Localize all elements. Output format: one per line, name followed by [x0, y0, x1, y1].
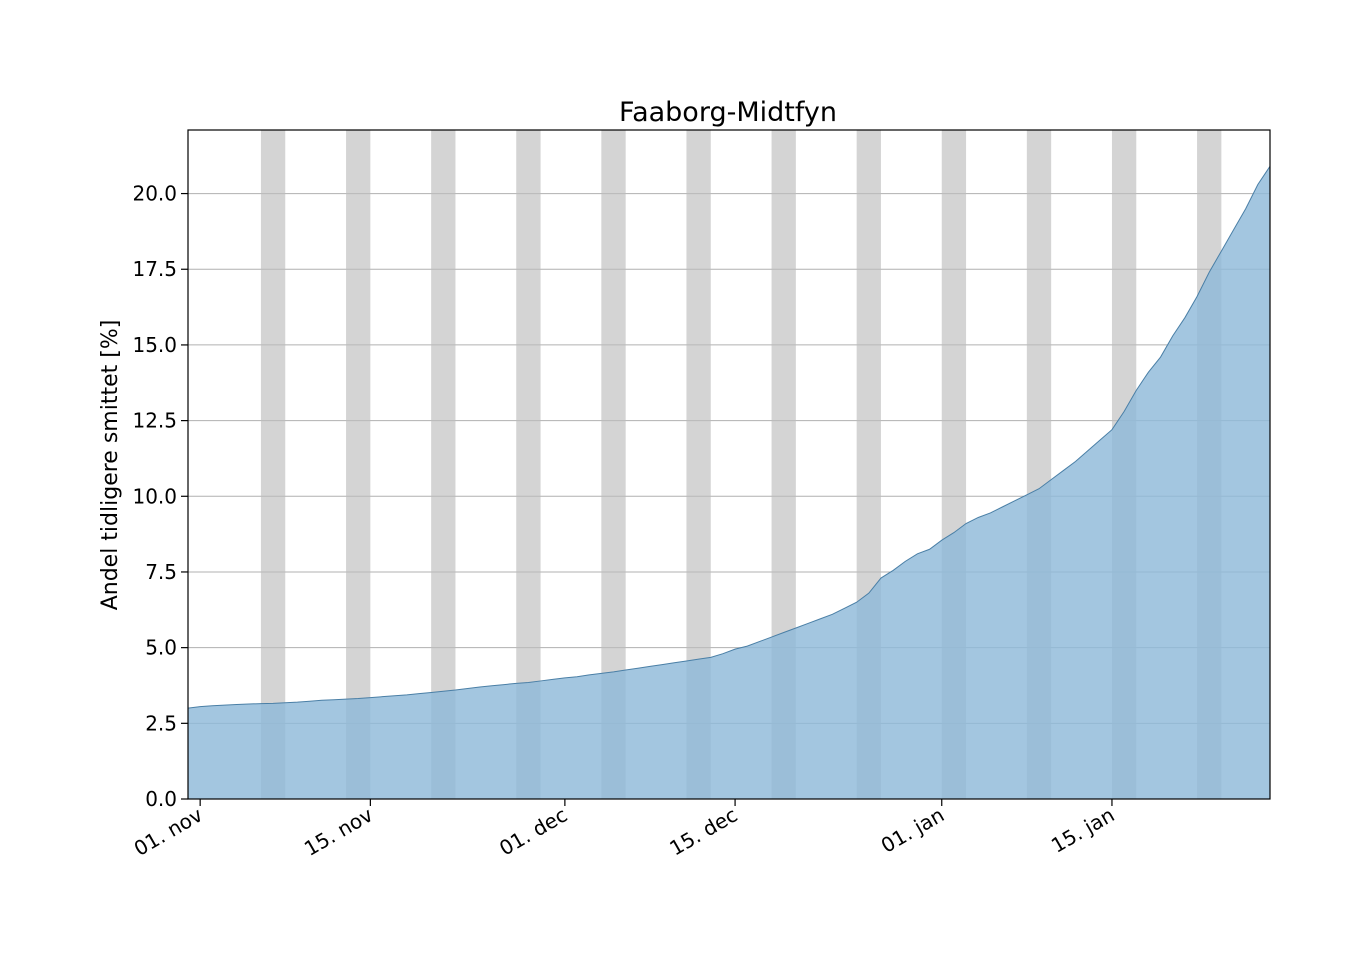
weekend-band-12 — [1282, 130, 1306, 799]
x-tick-label-4: 01. jan — [877, 803, 948, 858]
y-tick-label-4: 10.0 — [132, 484, 177, 508]
weekend-band-1 — [346, 130, 371, 799]
y-tick-label-0: 0.0 — [145, 787, 177, 811]
x-tick-label-2: 01. dec — [495, 803, 571, 861]
y-tick-label-3: 7.5 — [145, 560, 177, 584]
x-tick-label-1: 15. nov — [300, 802, 377, 860]
x-tick-label-5: 15. jan — [1047, 803, 1118, 858]
weekend-band-2 — [431, 130, 456, 799]
weekend-band-0 — [260, 130, 286, 799]
plot-content — [188, 130, 1306, 799]
plot-area: 0.0 2.5 5.0 7.5 10.0 12.5 15.0 17.5 20.0 01. nov 1… — [130, 129, 1306, 861]
x-tick-label-0: 01. nov — [130, 802, 207, 860]
y-axis-label-group: Andel tidligere smittet [%] — [98, 320, 123, 611]
area-series-edge — [188, 166, 1270, 709]
y-tick-label-2: 5.0 — [145, 636, 177, 660]
plot-frame — [187, 129, 1271, 800]
area-series — [188, 166, 1270, 799]
y-tick-label-6: 15.0 — [132, 333, 177, 357]
y-tick-label-8: 20.0 — [132, 182, 177, 206]
y-tick-label-7: 17.5 — [132, 257, 177, 281]
chart-title: Faaborg-Midtfyn — [619, 97, 837, 128]
x-tick-label-3: 15. dec — [665, 803, 741, 861]
y-tick-label-1: 2.5 — [145, 711, 177, 735]
y-tick-label-5: 12.5 — [132, 409, 177, 433]
y-axis-label: Andel tidligere smittet [%] — [98, 320, 123, 611]
